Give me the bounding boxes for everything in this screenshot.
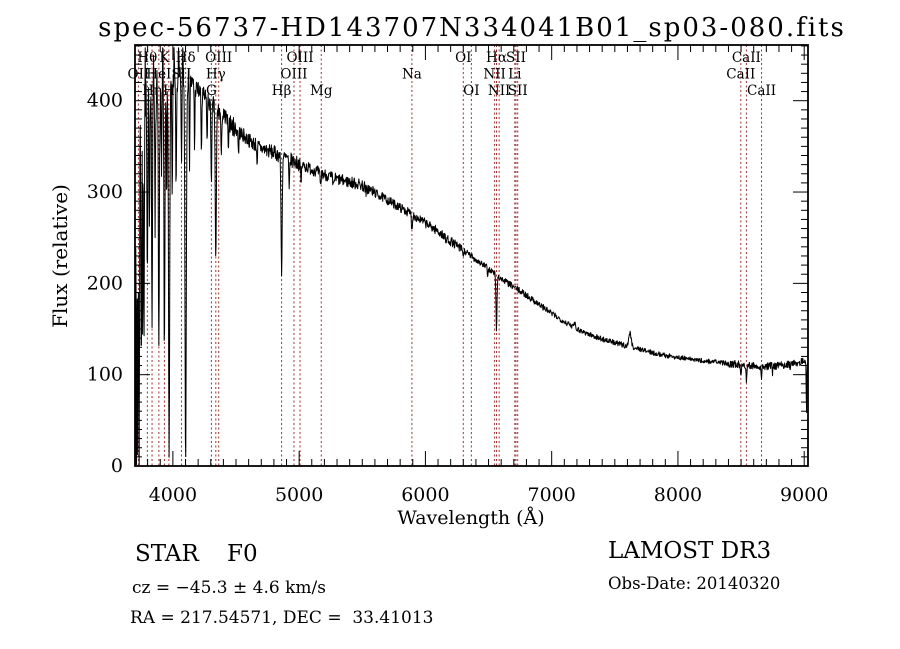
spectral-line-label: SII (506, 50, 526, 66)
spectral-line-label: OI (455, 50, 471, 66)
plot-title: spec-56737-HD143707N334041B01_sp03-080.f… (98, 13, 846, 43)
axis-tick-labels-group: 4000 5000 6000 7000 8000 9000 0 100 200 300 400 (87, 90, 829, 506)
y-tick-label: 0 (111, 455, 123, 477)
spectral-line-label: Hβ (272, 83, 292, 99)
spectral-line-label: K (159, 50, 170, 66)
cz-value-label: cz = −45.3 ± 4.6 km/s (132, 578, 326, 598)
y-tick-label: 200 (87, 272, 123, 294)
spectral-line-label: G (206, 83, 217, 99)
spectral-line-label: SII (172, 67, 192, 83)
spectral-line-label: Li (508, 67, 522, 83)
spectral-line-label: OIII (280, 67, 307, 83)
x-tick-label: 9000 (780, 484, 828, 506)
y-tick-label: 300 (87, 181, 123, 203)
spectral-line-label: OIII (205, 50, 232, 66)
spectral-line-label: Mg (310, 83, 333, 99)
object-subclass-label: F0 (227, 541, 258, 567)
spectral-line-label: CaII (726, 67, 755, 83)
spectral-line-label: Hδ (176, 50, 196, 66)
spectral-line-label: NII (488, 83, 510, 99)
x-tick-label: 8000 (654, 484, 702, 506)
spectral-line-label: NII (483, 67, 505, 83)
obs-date-label: Obs-Date: 20140320 (608, 574, 781, 593)
reference-lines-group (137, 45, 763, 466)
spectral-line-label: H (163, 83, 175, 99)
x-tick-label: 4000 (149, 484, 197, 506)
survey-label: LAMOST DR3 (608, 538, 772, 564)
x-tick-label: 5000 (275, 484, 323, 506)
spectral-line-label: Hθ (137, 50, 157, 66)
spectral-line-label: OII (128, 67, 150, 83)
spectral-line-label: Hγ (206, 67, 226, 83)
y-tick-label: 100 (87, 364, 123, 386)
y-axis-title: Flux (relative) (48, 184, 72, 328)
object-class-label: STAR (135, 541, 199, 567)
x-tick-label: 7000 (527, 484, 575, 506)
x-tick-label: 6000 (401, 484, 449, 506)
spectrum-trace (134, 47, 809, 466)
spectral-line-label: CaII (747, 83, 776, 99)
spectral-line-label: OI (463, 83, 479, 99)
spectral-line-label: Hα (486, 50, 507, 66)
spectral-line-label: CaII (732, 50, 761, 66)
axis-ticks-group (135, 45, 808, 467)
spectral-line-labels-group: OIIHθHηHeIKHSIIHδGHγOIIIHβOIIIOIIIMgNaOI… (128, 50, 777, 99)
y-tick-label: 400 (87, 90, 123, 112)
spectral-line-label: OIII (286, 50, 313, 66)
x-axis-title: Wavelength (Å) (397, 507, 544, 529)
spectral-line-label: HeI (146, 67, 171, 83)
spectral-line-label: Na (402, 67, 422, 83)
spectral-line-label: SII (508, 83, 528, 99)
ra-dec-label: RA = 217.54571, DEC = 33.41013 (130, 608, 434, 628)
